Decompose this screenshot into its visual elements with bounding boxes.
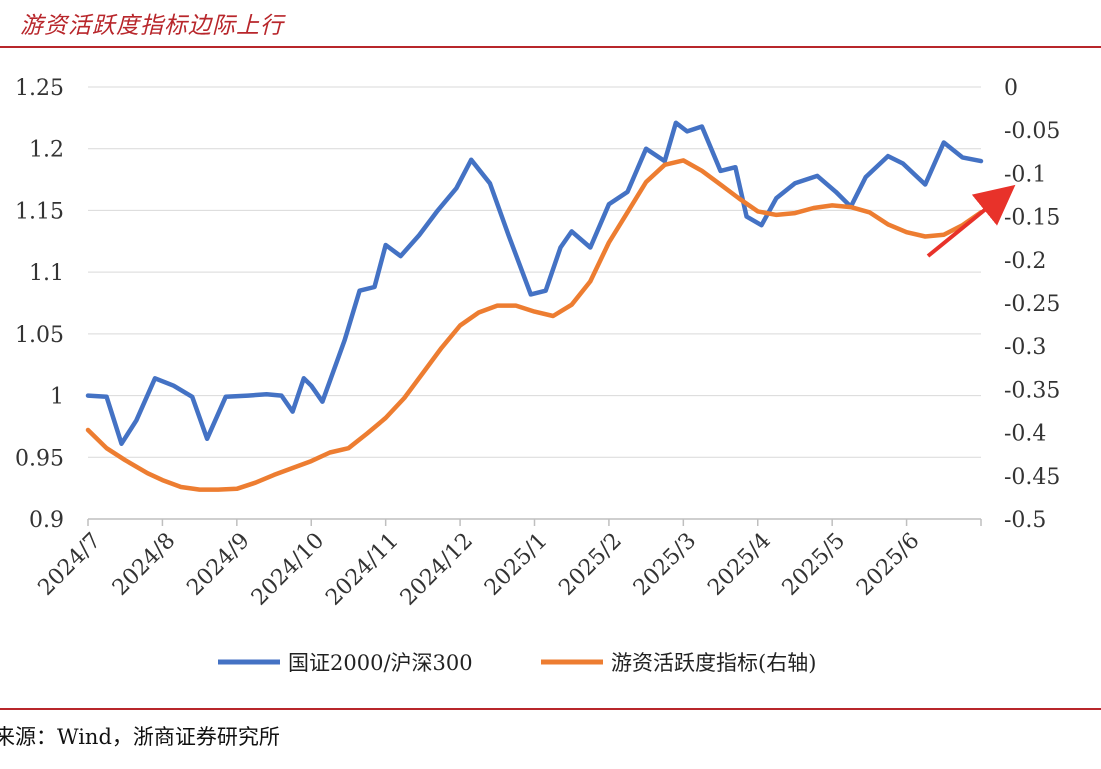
right-tick-label: 0 [1004, 76, 1018, 101]
series-line-ratio [85, 120, 984, 446]
x-tick-label: 2025/3 [629, 528, 701, 600]
left-tick-label: 0.95 [15, 446, 64, 471]
right-tick-label: -0.15 [1004, 206, 1060, 231]
right-tick-label: -0.35 [1004, 378, 1060, 403]
right-tick-label: -0.25 [1004, 292, 1060, 317]
x-tick-label: 2024/7 [34, 528, 106, 600]
page-title: 游资活跃度指标边际上行 [20, 13, 284, 39]
legend: 国证2000/沪深300 游资活跃度指标(右轴) [218, 651, 816, 675]
right-tick-label: -0.45 [1004, 465, 1060, 490]
series-line-activity [85, 158, 984, 492]
legend-label: 游资活跃度指标(右轴) [611, 651, 816, 675]
x-tick-label: 2024/9 [182, 528, 254, 600]
top-divider [0, 46, 1101, 48]
left-axis: 1.25 1.2 1.15 1.1 1.05 1 0.95 0.9 [15, 76, 64, 533]
source-note: 来源：Wind，浙商证券研究所 [0, 725, 280, 749]
left-tick-label: 0.9 [29, 508, 64, 533]
x-tick-label: 2025/5 [778, 528, 850, 600]
left-tick-label: 1 [50, 385, 64, 410]
x-tick-label: 2024/10 [247, 528, 329, 610]
x-tick-label: 2025/6 [852, 528, 924, 600]
right-tick-label: -0.1 [1004, 162, 1046, 187]
bottom-divider [0, 708, 1101, 710]
trend-arrow-icon [926, 184, 1016, 258]
x-tick-label: 2024/11 [321, 528, 403, 610]
right-tick-label: -0.05 [1004, 119, 1060, 144]
right-tick-label: -0.4 [1004, 422, 1046, 447]
right-tick-label: -0.2 [1004, 249, 1046, 274]
left-tick-label: 1.25 [15, 76, 64, 101]
chart-canvas: 1.25 1.2 1.15 1.1 1.05 1 0.95 0.9 0 -0.05 -0.1 -0.… [15, 76, 1060, 675]
right-axis: 0 -0.05 -0.1 -0.15 -0.2 -0.25 -0.3 -0.35 -0.4 -0.… [1004, 76, 1060, 533]
grid-lines [88, 86, 981, 520]
x-tick-label: 2025/4 [703, 528, 775, 600]
left-tick-label: 1.05 [15, 323, 64, 348]
right-tick-label: -0.5 [1004, 508, 1046, 533]
x-tick-label: 2025/2 [554, 528, 626, 600]
left-tick-label: 1.1 [29, 261, 64, 286]
x-tick-label: 2025/1 [480, 528, 552, 600]
x-tick-label: 2024/8 [108, 528, 180, 600]
left-tick-label: 1.15 [15, 199, 64, 224]
x-tick-label: 2024/12 [396, 528, 478, 610]
legend-label: 国证2000/沪深300 [288, 651, 473, 675]
series-layer [85, 120, 984, 492]
right-tick-label: -0.3 [1004, 335, 1046, 360]
left-tick-label: 1.2 [29, 138, 64, 163]
